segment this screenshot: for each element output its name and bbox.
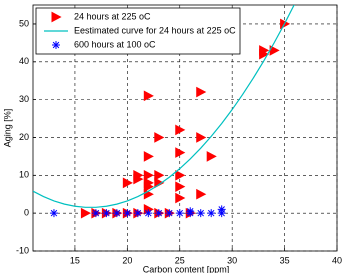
marker — [154, 209, 163, 218]
marker — [122, 177, 133, 189]
axes-frame — [32, 4, 338, 252]
marker — [133, 209, 142, 218]
marker — [196, 188, 207, 200]
marker — [175, 124, 186, 136]
x-tick-label: 35 — [280, 255, 290, 265]
legend-swatch — [52, 41, 60, 49]
marker — [143, 181, 154, 192]
marker — [165, 209, 174, 218]
y-axis-label: Aging [%] — [2, 109, 12, 148]
marker — [207, 209, 216, 218]
legend-label: 24 hours at 225 oC — [74, 11, 151, 21]
y-tick-label: 40 — [19, 56, 29, 66]
legend-swatch — [51, 11, 62, 23]
legend-label: 600 hours at 100 oC — [74, 39, 156, 49]
marker — [175, 209, 184, 218]
marker — [175, 169, 186, 181]
marker — [196, 86, 207, 98]
marker — [186, 209, 195, 218]
marker — [154, 132, 165, 143]
marker — [154, 169, 165, 181]
x-tick-label: 15 — [70, 255, 80, 265]
marker — [91, 209, 100, 218]
marker — [196, 209, 205, 218]
legend-box — [35, 7, 241, 55]
marker — [175, 181, 186, 192]
marker — [175, 147, 186, 158]
x-tick-label: 25 — [175, 255, 185, 265]
marker — [143, 169, 154, 181]
y-tick-label: 50 — [19, 18, 29, 28]
marker — [143, 151, 154, 162]
y-tick-label: 0 — [24, 208, 29, 218]
x-tick-label: 20 — [122, 255, 132, 265]
marker — [112, 209, 121, 218]
x-tick-label: 40 — [332, 255, 342, 265]
marker — [217, 209, 226, 218]
y-tick-label: 10 — [19, 170, 29, 180]
marker — [144, 209, 153, 218]
legend-label: Eestimated curve for 24 hours at 225 oC — [74, 25, 236, 35]
marker — [259, 48, 270, 60]
plot-content — [33, 5, 295, 219]
y-tick-label: 20 — [19, 132, 29, 142]
y-tick-label: 30 — [19, 94, 29, 104]
marker — [133, 169, 144, 181]
marker — [123, 209, 132, 218]
marker — [80, 207, 91, 219]
marker — [206, 151, 217, 162]
curve — [33, 5, 295, 208]
marker — [102, 209, 111, 218]
marker — [175, 192, 186, 204]
x-axis-label: Carbon content [ppm] — [143, 264, 230, 273]
y-tick-label: -10 — [16, 245, 29, 255]
x-tick-label: 30 — [227, 255, 237, 265]
marker — [49, 209, 58, 218]
marker — [196, 132, 207, 143]
marker — [143, 90, 154, 102]
